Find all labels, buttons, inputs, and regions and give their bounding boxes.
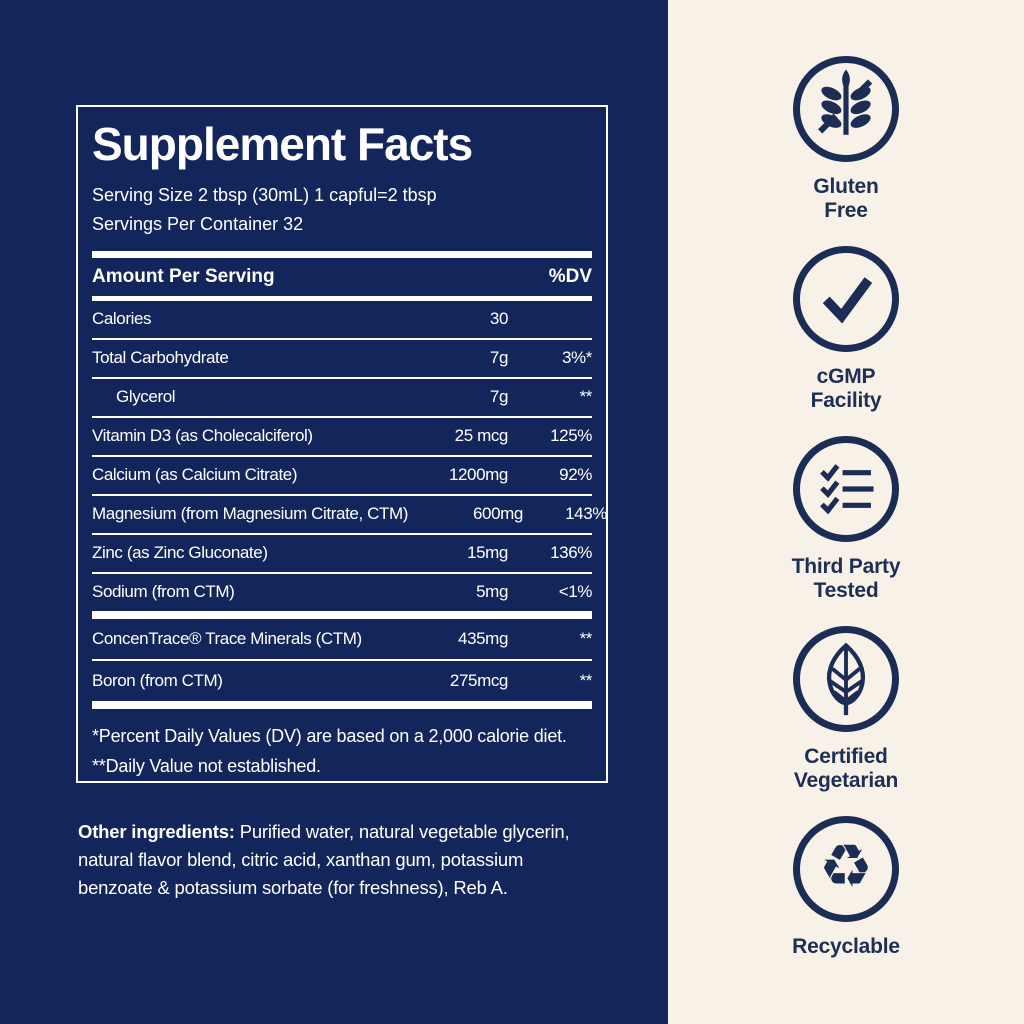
nutrient-dv: 92% xyxy=(559,465,592,485)
table-row-total-carbohydrate: Total Carbohydrate 7g 3%* xyxy=(92,337,592,377)
nutrient-name: Sodium (from CTM) xyxy=(92,582,235,602)
badge-recyclable: ♻ Recyclable xyxy=(792,816,900,1006)
nutrient-dv: ** xyxy=(579,670,593,690)
table-row-vitamin-d3: Vitamin D3 (as Cholecalciferol) 25 mcg 1… xyxy=(92,415,592,455)
section-divider-thick xyxy=(92,250,592,258)
recycle-glyph: ♻ xyxy=(819,832,873,902)
badge-label: cGMP Facility xyxy=(811,365,882,413)
table-row-calories: Calories 30 xyxy=(92,301,592,338)
header-divider xyxy=(92,295,592,301)
checkmark-icon xyxy=(793,246,899,352)
nutrient-amount: 600mg xyxy=(473,504,523,524)
percent-dv-header: %DV xyxy=(548,265,592,287)
badge-label-line1: Third Party xyxy=(791,555,901,578)
nutrient-amount: 7g xyxy=(489,348,509,368)
table-row-magnesium: Magnesium (from Magnesium Citrate, CTM) … xyxy=(92,493,607,533)
not-established-footnote: **Daily Value not established. xyxy=(92,756,321,777)
recycle-icon: ♻ xyxy=(793,816,899,922)
gluten-free-icon xyxy=(793,56,899,162)
table-row-zinc: Zinc (as Zinc Gluconate) 15mg 136% xyxy=(92,532,592,572)
nutrient-name: Glycerol xyxy=(116,387,176,407)
table-row-sodium: Sodium (from CTM) 5mg <1% xyxy=(92,571,593,611)
leaf-icon xyxy=(793,626,899,732)
nutrient-amount: 15mg xyxy=(467,543,508,563)
facts-header-row: Amount Per Serving %DV xyxy=(92,258,592,296)
nutrient-amount: 25 mcg xyxy=(454,426,509,446)
supplement-label-panel: Supplement Facts Serving Size 2 tbsp (30… xyxy=(0,0,668,1024)
nutrient-name: Calories xyxy=(92,309,152,329)
facts-title: Supplement Facts xyxy=(92,118,473,170)
badge-certified-vegetarian: Certified Vegetarian xyxy=(793,626,899,816)
section-divider-thick xyxy=(92,610,592,619)
nutrient-amount: 5mg xyxy=(476,582,508,602)
badge-label-line1: Recyclable xyxy=(792,935,900,958)
badge-label: Certified Vegetarian xyxy=(794,745,898,793)
nutrient-dv: 143% xyxy=(565,504,607,524)
badge-label-line2: Vegetarian xyxy=(793,769,899,793)
badge-label-line1: cGMP xyxy=(816,365,876,388)
badge-label: Recyclable xyxy=(792,935,900,959)
dv-footnote: *Percent Daily Values (DV) are based on … xyxy=(92,725,567,746)
other-ingredients: Other ingredients: Purified water, natur… xyxy=(78,818,600,901)
section-divider-thick xyxy=(92,700,592,709)
serving-size-text: Serving Size 2 tbsp (30mL) 1 capful=2 tb… xyxy=(92,185,437,205)
table-row-calcium: Calcium (as Calcium Citrate) 1200mg 92% xyxy=(92,454,592,494)
badge-label-line1: Certified xyxy=(804,745,888,768)
nutrient-dv: 125% xyxy=(550,426,592,446)
other-ingredients-text: Purified water, natural vegetable glycer… xyxy=(78,821,570,898)
badge-label-line2: Tested xyxy=(813,579,879,603)
amount-per-serving-header: Amount Per Serving xyxy=(92,265,275,287)
badge-cgmp-facility: cGMP Facility xyxy=(793,246,899,436)
certification-badges-panel: Gluten Free cGMP Facility xyxy=(668,0,1024,1024)
badge-gluten-free: Gluten Free xyxy=(793,56,899,246)
table-row-concentrace: ConcenTrace® Trace Minerals (CTM) 435mg … xyxy=(92,619,592,659)
badge-label: Third Party Tested xyxy=(792,555,901,603)
nutrient-name: Calcium (as Calcium Citrate) xyxy=(92,465,298,485)
nutrient-name: Vitamin D3 (as Cholecalciferol) xyxy=(92,426,313,446)
nutrient-name: Total Carbohydrate xyxy=(92,348,229,368)
table-row-boron: Boron (from CTM) 275mcg ** xyxy=(92,658,593,701)
badge-label-line2: Free xyxy=(824,199,868,223)
nutrient-dv: 3%* xyxy=(562,348,592,368)
badge-label-line2: Facility xyxy=(810,389,882,413)
table-row-glycerol: Glycerol 7g ** xyxy=(92,376,593,416)
footnotes: *Percent Daily Values (DV) are based on … xyxy=(92,721,592,782)
nutrient-amount: 30 xyxy=(489,309,509,329)
nutrient-name: Boron (from CTM) xyxy=(92,670,223,690)
servings-per-container-text: Servings Per Container 32 xyxy=(92,213,304,234)
nutrient-name: Zinc (as Zinc Gluconate) xyxy=(92,543,268,563)
nutrient-amount: 275mcg xyxy=(449,670,508,690)
badge-third-party-tested: Third Party Tested xyxy=(792,436,901,626)
badge-label: Gluten Free xyxy=(813,175,878,223)
nutrient-amount: 1200mg xyxy=(448,465,508,485)
badge-label-line1: Gluten xyxy=(813,175,879,198)
nutrient-amount: 435mg xyxy=(458,628,508,648)
nutrient-name: ConcenTrace® Trace Minerals (CTM) xyxy=(92,628,362,648)
other-ingredients-label: Other ingredients: xyxy=(78,821,235,842)
nutrient-amount: 7g xyxy=(489,387,509,407)
nutrient-dv: ** xyxy=(579,387,593,407)
supplement-facts-box: Supplement Facts Serving Size 2 tbsp (30… xyxy=(76,105,608,783)
nutrient-dv: ** xyxy=(579,628,593,648)
nutrient-name: Magnesium (from Magnesium Citrate, CTM) xyxy=(92,504,408,524)
checklist-icon xyxy=(793,436,899,542)
nutrient-dv: 136% xyxy=(550,543,592,563)
nutrient-dv: <1% xyxy=(558,582,593,602)
